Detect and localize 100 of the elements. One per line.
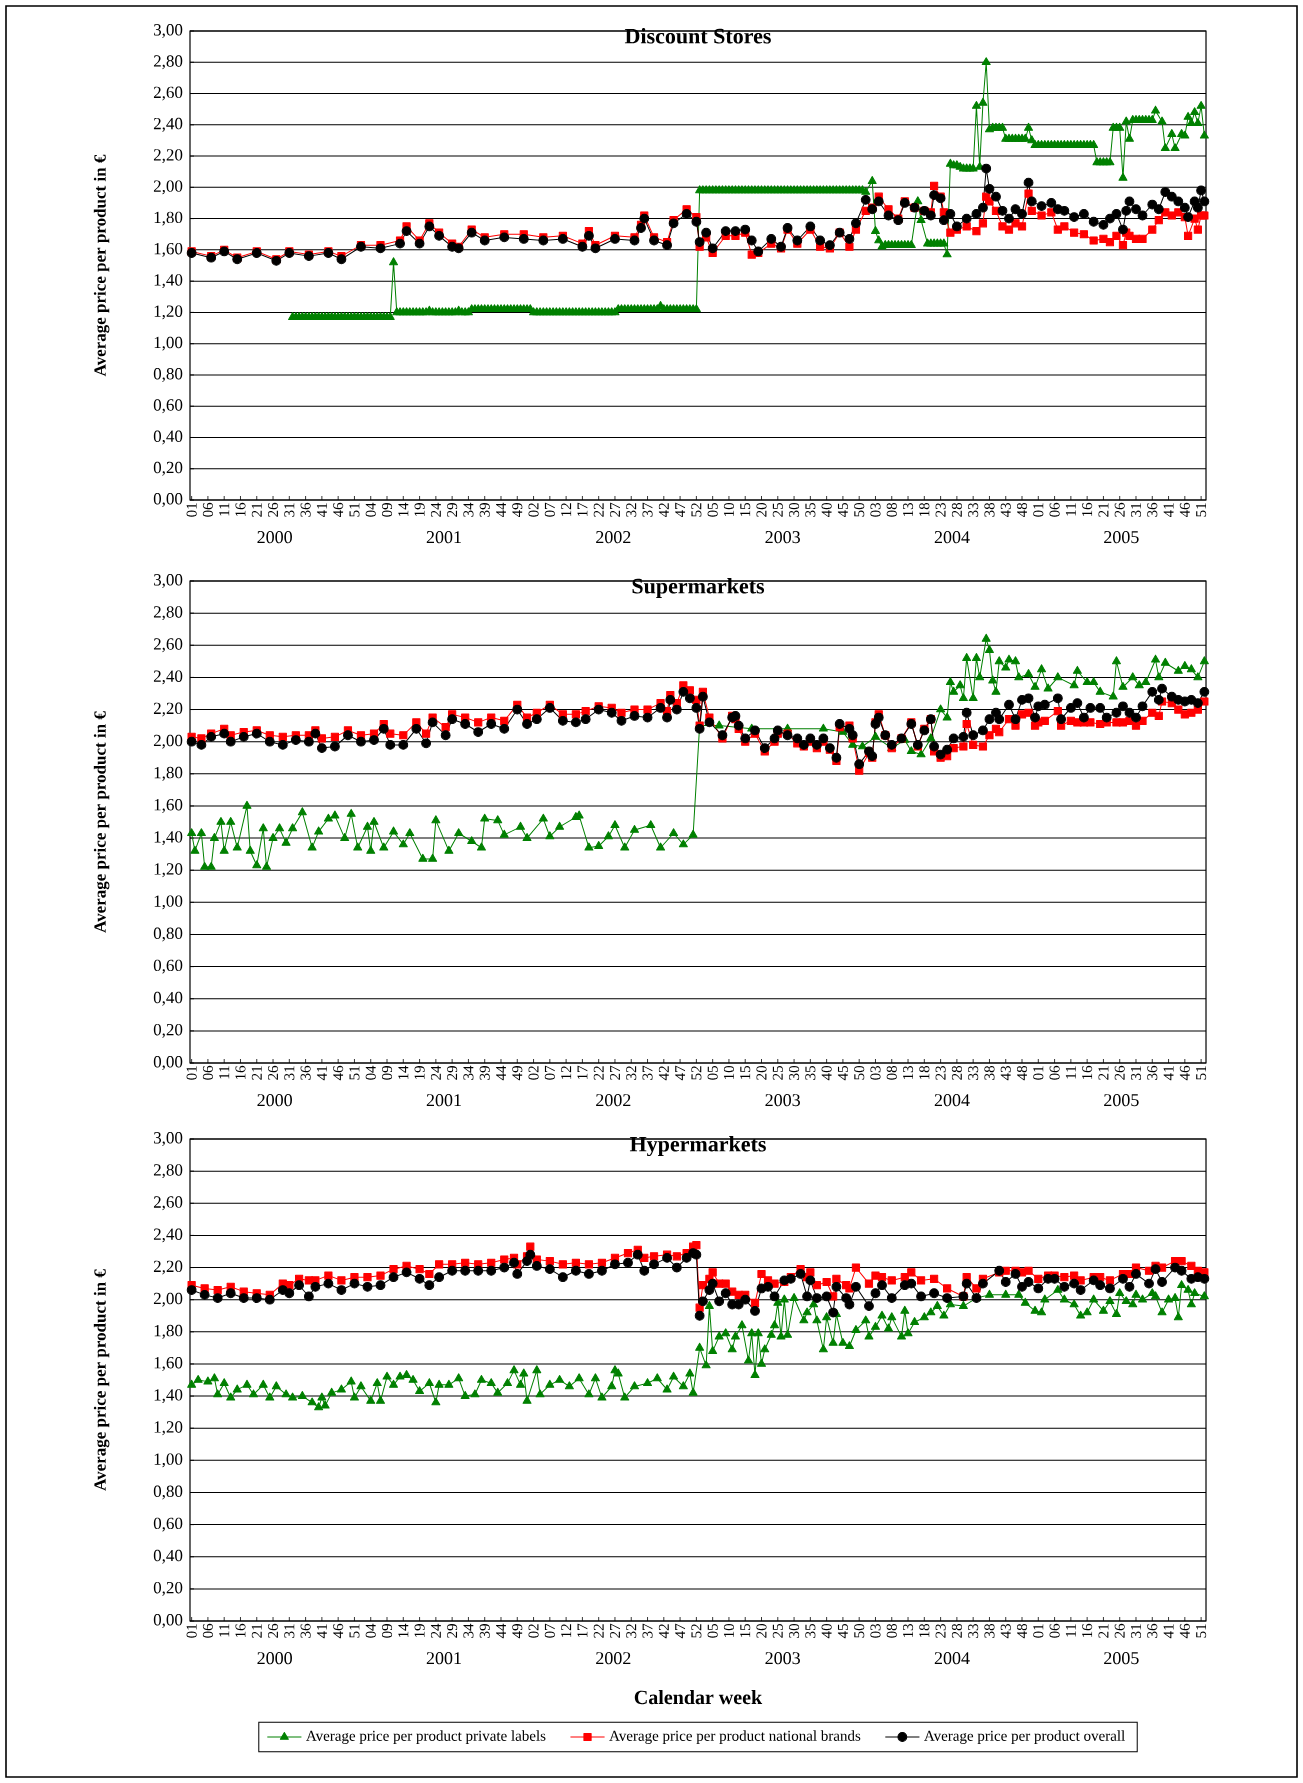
- x-tick-label: 06: [1049, 1623, 1060, 1638]
- x-tick-label: 12: [561, 1066, 572, 1080]
- x-tick-label: 05: [707, 503, 718, 517]
- x-tick-label: 51: [349, 503, 360, 517]
- x-tick-label: 16: [1082, 1065, 1093, 1080]
- x-tick-label: 36: [300, 1623, 311, 1638]
- y-tick-label: 0,40: [153, 991, 183, 1006]
- x-tick-label: 31: [284, 503, 295, 517]
- x-tick-label: 02: [528, 1624, 539, 1638]
- x-tick-label: 26: [268, 1065, 279, 1080]
- x-tick-label: 43: [1000, 1624, 1011, 1639]
- x-tick-label: 28: [951, 1065, 962, 1080]
- x-tick-label: 51: [1196, 1066, 1207, 1080]
- text: 2001: [426, 1094, 461, 1107]
- x-tick-label: 22: [593, 1066, 604, 1080]
- x-tick-label: 30: [789, 1623, 800, 1638]
- x-tick-label: 40: [821, 502, 832, 518]
- x-tick-label: 19: [414, 1066, 425, 1080]
- x-tick-label: 17: [577, 1065, 588, 1080]
- x-tick-label: 18: [919, 1623, 930, 1638]
- x-tick-label: 31: [284, 1066, 295, 1080]
- text: 2003: [765, 531, 800, 544]
- y-tick-label: 2,60: [153, 86, 183, 101]
- x-tick-label: 36: [1147, 502, 1158, 517]
- x-tick-label: 01: [1033, 1624, 1044, 1638]
- x-tick-label: 11: [1065, 503, 1076, 516]
- x-tick-label: 50: [854, 1065, 865, 1080]
- x-tick-label: 26: [268, 502, 279, 517]
- x-tick-label: 08: [886, 502, 897, 517]
- x-tick-label: 03: [870, 1066, 881, 1080]
- x-tick-label: 14: [398, 502, 409, 517]
- x-tick-label: 15: [740, 1066, 751, 1080]
- x-tick-label: 36: [300, 502, 311, 517]
- x-tick-label: 14: [398, 1065, 409, 1080]
- x-tick-label: 38: [984, 1065, 995, 1080]
- x-tick-label: 35: [805, 1624, 816, 1638]
- x-tick-label: 16: [235, 1623, 246, 1638]
- x-tick-label: 40: [821, 1623, 832, 1639]
- x-tick-label: 21: [1098, 503, 1109, 517]
- x-tick-label: 27: [610, 1065, 620, 1080]
- x-tick-label: 34: [463, 502, 474, 517]
- y-tick-label: 1,80: [154, 1324, 183, 1339]
- x-tick-label: 44: [496, 502, 506, 518]
- y-axis-title: Average price per product in €: [93, 154, 110, 377]
- x-tick-label: 15: [740, 503, 751, 517]
- x-tick-label: 09: [381, 503, 393, 517]
- legend-label: Average price per product private labels: [306, 1730, 546, 1744]
- y-tick-label: 0,00: [153, 1614, 183, 1628]
- x-tick-label: 15: [740, 1624, 751, 1638]
- y-tick-label: 0,00: [153, 1056, 183, 1070]
- x-tick-label: 25: [772, 503, 783, 517]
- x-tick-label: 26: [268, 1623, 279, 1638]
- text: 2001: [426, 531, 461, 544]
- y-tick-label: 1,20: [154, 1421, 183, 1436]
- x-tick-label: 47: [675, 502, 686, 518]
- y-tick-label: 2,40: [153, 117, 183, 132]
- x-tick-label: 12: [561, 1624, 572, 1638]
- x-tick-label: 52: [691, 1624, 702, 1638]
- x-tick-label: 32: [626, 1624, 637, 1638]
- x-tick-label: 11: [219, 503, 230, 516]
- x-tick-label: 41: [1163, 1066, 1174, 1081]
- y-tick-label: 2,20: [153, 149, 183, 164]
- text: 2004: [934, 1652, 970, 1665]
- y-tick-label: 0,80: [153, 927, 183, 942]
- x-tick-label: 06: [1049, 1065, 1060, 1080]
- x-tick-label: 44: [496, 1623, 506, 1639]
- x-tick-label: 04: [365, 1065, 376, 1080]
- text: 2005: [1104, 1652, 1139, 1665]
- x-tick-label: 11: [219, 1624, 230, 1637]
- x-tick-label: 50: [854, 1623, 865, 1638]
- x-tick-label: 05: [707, 1624, 718, 1638]
- x-tick-label: 16: [1082, 1623, 1093, 1638]
- x-tick-label: 38: [984, 502, 995, 517]
- y-tick-label: 1,20: [154, 305, 183, 320]
- x-tick-label: 30: [789, 1065, 800, 1080]
- y-tick-label: 2,20: [153, 1260, 183, 1275]
- x-tick-label: 17: [577, 502, 588, 517]
- x-tick-label: 13: [903, 1624, 914, 1638]
- y-tick-label: 2,00: [153, 1292, 183, 1307]
- x-tick-label: 46: [1179, 1065, 1190, 1081]
- x-tick-label: 20: [756, 1065, 767, 1080]
- y-tick-label: 1,00: [154, 336, 183, 351]
- x-tick-label: 39: [479, 1624, 490, 1638]
- x-tick-label: 18: [919, 1065, 930, 1080]
- legend-label: Average price per product overall: [924, 1730, 1125, 1744]
- y-tick-label: 2,60: [153, 638, 183, 653]
- x-tick-label: 33: [968, 503, 979, 517]
- x-tick-label: 25: [772, 1624, 783, 1638]
- x-tick-label: 32: [626, 1066, 637, 1080]
- x-tick-label: 50: [854, 502, 865, 517]
- x-tick-label: 31: [1130, 503, 1142, 517]
- y-tick-label: 2,40: [153, 670, 183, 685]
- x-tick-label: 10: [723, 502, 735, 517]
- x-tick-label: 42: [658, 1066, 669, 1081]
- y-tick-label: 0,20: [153, 461, 183, 476]
- x-tick-label: 49: [512, 503, 523, 518]
- x-tick-label: 01: [186, 503, 197, 517]
- y-tick-label: 2,80: [153, 55, 183, 70]
- y-tick-label: 0,60: [153, 959, 183, 974]
- x-tick-label: 07: [544, 1623, 555, 1638]
